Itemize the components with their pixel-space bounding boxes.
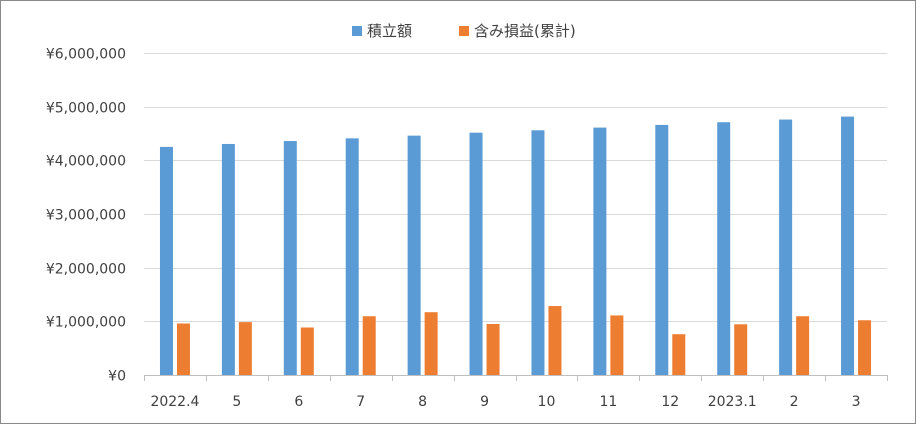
bar-accumulated [159,146,173,375]
bar-accumulated [593,127,607,375]
gridlines [144,53,887,322]
bar-unrealized-pnl [424,312,438,375]
x-axis: 2022.4 5 6 7 8 9 10 11 12 2023.1 2 3 [144,375,888,410]
bar-unrealized-pnl [858,320,872,375]
y-tick-label: ¥5,000,000 [46,101,126,117]
x-tick-label: 2023.1 [708,394,757,410]
x-tick-label: 9 [480,394,489,410]
bar-unrealized-pnl [300,327,314,375]
bar-accumulated [283,141,297,375]
legend-label-unrealized-pnl: 含み損益(累計) [474,22,576,40]
bar-accumulated [221,143,235,375]
bar-unrealized-pnl [176,323,190,375]
y-tick-label: ¥0 [108,369,126,385]
bar-accumulated [655,124,669,375]
y-tick-label: ¥3,000,000 [46,208,126,224]
bar-unrealized-pnl [362,316,376,375]
bar-accumulated [469,132,483,375]
bar-accumulated [717,122,731,375]
bar-accumulated [779,119,793,376]
bar-accumulated [345,138,359,375]
y-tick-label: ¥2,000,000 [46,262,126,278]
y-axis-labels: ¥0 ¥1,000,000 ¥2,000,000 ¥3,000,000 ¥4,000,0… [46,47,126,385]
legend-swatch-accumulated [352,26,362,36]
bar-unrealized-pnl [672,334,686,375]
x-tick-label: 3 [852,394,861,410]
x-tick-label: 6 [294,394,303,410]
bar-unrealized-pnl [548,306,562,375]
bar-unrealized-pnl [238,322,252,375]
bar-unrealized-pnl [734,324,748,375]
x-tick-label: 12 [661,394,679,410]
legend-label-accumulated: 積立額 [367,22,412,40]
y-tick-label: ¥1,000,000 [46,315,126,331]
bars [159,116,872,376]
x-tick-label: 11 [599,394,617,410]
bar-accumulated [841,116,855,375]
x-tick-label: 10 [538,394,556,410]
y-tick-label: ¥4,000,000 [46,154,126,170]
legend-swatch-unrealized-pnl [459,26,469,36]
y-tick-label: ¥6,000,000 [46,47,126,63]
bar-unrealized-pnl [610,315,624,375]
x-tick-label: 8 [418,394,427,410]
bar-accumulated [407,135,421,375]
x-tick-label: 2 [790,394,799,410]
bar-unrealized-pnl [486,324,500,375]
x-tick-label: 2022.4 [150,394,199,410]
bar-accumulated [531,130,545,375]
legend: 積立額 含み損益(累計) [352,22,576,40]
x-tick-label: 5 [232,394,241,410]
x-tick-label: 7 [356,394,365,410]
bar-unrealized-pnl [796,316,810,375]
